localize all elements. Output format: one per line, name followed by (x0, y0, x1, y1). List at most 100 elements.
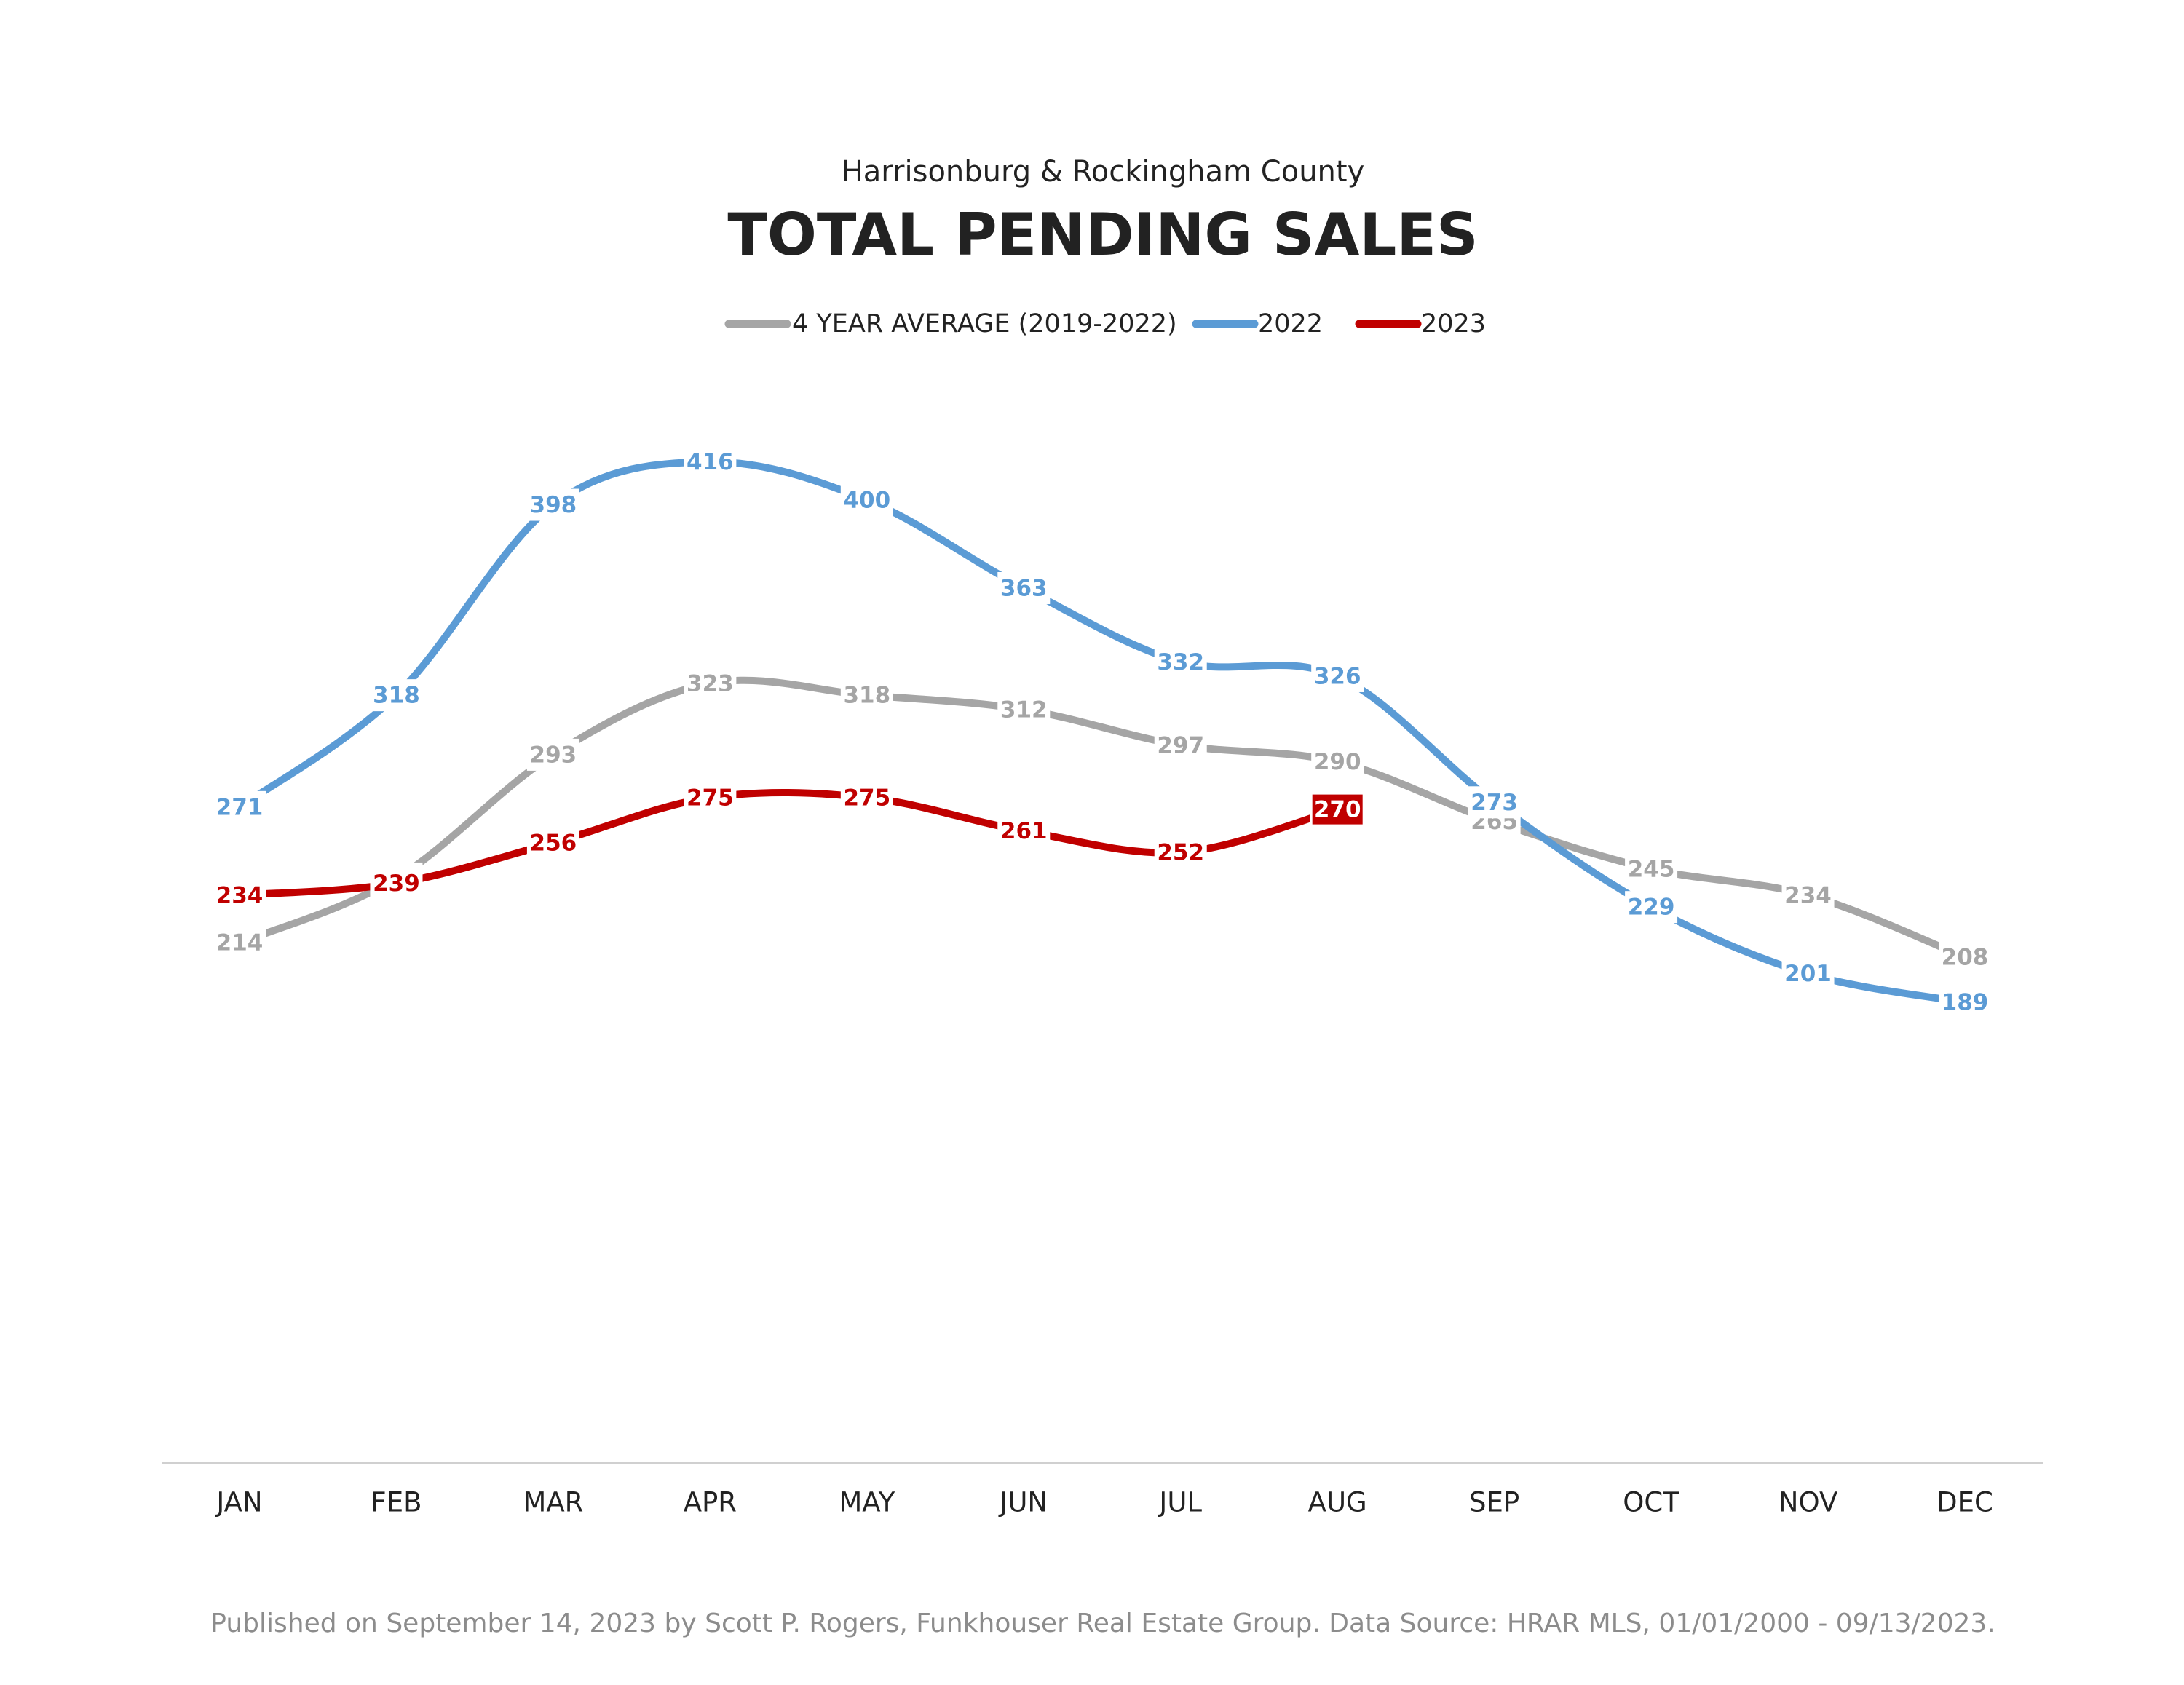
chart-title: TOTAL PENDING SALES (727, 201, 1478, 269)
data-label-bg (997, 814, 1051, 847)
data-label-group: 234 (213, 879, 266, 911)
data-label-group: 290 (1311, 745, 1364, 778)
data-label-bg (1311, 659, 1364, 692)
legend-label: 2023 (1421, 309, 1486, 338)
legend-label: 2022 (1258, 309, 1323, 338)
data-label: 256 (530, 830, 577, 856)
data-label: 201 (1784, 961, 1832, 987)
data-label-bg (526, 826, 579, 859)
data-label-group: 214 (213, 927, 266, 959)
x-tick-label: SEP (1469, 1487, 1519, 1518)
data-label-group: 229 (1625, 891, 1678, 924)
data-label-bg (1939, 986, 1991, 1018)
data-label-bg (1781, 879, 1835, 911)
legend-label: 4 YEAR AVERAGE (2019-2022) (792, 309, 1177, 338)
data-label-group: 400 (840, 484, 893, 516)
x-tick-label: DEC (1936, 1487, 1993, 1518)
data-label-group: 201 (1781, 957, 1835, 990)
x-tick-label: NOV (1779, 1487, 1837, 1518)
data-label-bg (684, 781, 737, 814)
data-label: 270 (1314, 797, 1361, 823)
data-label-group: 318 (370, 679, 423, 712)
data-label: 326 (1314, 663, 1361, 689)
data-label: 297 (1157, 732, 1204, 758)
data-label-bg (997, 693, 1051, 726)
footer: Published on September 14, 2023 by Scott… (210, 1609, 1995, 1638)
data-label: 275 (843, 785, 890, 811)
data-label-bg (684, 445, 737, 478)
data-label: 271 (216, 794, 264, 820)
data-label-group: 416 (684, 445, 737, 478)
x-tick-label: APR (684, 1487, 737, 1518)
data-label-group: 270 (1310, 792, 1365, 827)
data-label-group: 245 (1625, 852, 1678, 885)
x-tick-label: JAN (215, 1487, 262, 1518)
data-label-bg (213, 879, 266, 911)
data-label-group: 312 (997, 693, 1051, 726)
data-label-group: 239 (370, 867, 423, 900)
data-label: 234 (216, 882, 264, 908)
data-label-group: 332 (1154, 646, 1207, 678)
data-label-bg (1939, 940, 1991, 973)
data-label-group: 297 (1154, 729, 1207, 761)
data-label-bg (1468, 786, 1521, 819)
data-label-group: 326 (1311, 659, 1364, 692)
data-label-bg (1154, 646, 1207, 678)
data-label-group: 293 (526, 738, 579, 771)
data-label-group: 318 (840, 679, 893, 712)
data-label-bg (997, 571, 1051, 604)
data-label: 229 (1628, 895, 1675, 921)
data-label: 275 (687, 785, 734, 811)
data-label-bg (1625, 852, 1678, 885)
data-label: 234 (1784, 882, 1832, 908)
data-label: 293 (530, 742, 577, 768)
labels: 2142412933233183122972902652452342082713… (213, 445, 1991, 1018)
data-label-bg (526, 738, 579, 771)
data-label-group: 208 (1939, 940, 1991, 973)
data-label: 318 (373, 683, 420, 709)
data-label: 239 (373, 871, 420, 897)
data-label: 398 (530, 492, 577, 518)
data-label-group: 256 (526, 826, 579, 859)
data-label-group: 273 (1468, 786, 1521, 819)
data-label: 332 (1157, 649, 1204, 675)
x-tick-label: FEB (371, 1487, 422, 1518)
data-label-bg (370, 679, 423, 712)
data-label: 245 (1628, 856, 1675, 882)
data-label-group: 261 (997, 814, 1051, 847)
data-label: 416 (687, 449, 734, 475)
highlight-box (1310, 792, 1365, 827)
data-label-group: 363 (997, 571, 1051, 604)
data-label-bg (1311, 745, 1364, 778)
data-label-bg (1781, 957, 1835, 990)
data-label: 323 (687, 670, 734, 697)
lines (236, 458, 1969, 1006)
x-tick-label: MAR (523, 1487, 583, 1518)
data-label: 400 (843, 488, 890, 514)
data-label: 363 (1000, 575, 1048, 601)
x-tick-label: AUG (1308, 1487, 1367, 1518)
data-label-group: 398 (526, 488, 579, 521)
data-label-bg (840, 781, 893, 814)
data-label: 214 (216, 930, 264, 956)
data-label-group: 275 (684, 781, 737, 814)
data-label: 208 (1942, 944, 1989, 970)
x-tick-label: OCT (1623, 1487, 1679, 1518)
data-label-group: 271 (213, 790, 266, 823)
data-label: 312 (1000, 697, 1048, 723)
data-label: 252 (1157, 839, 1204, 865)
x-tick-label: MAY (839, 1487, 895, 1518)
data-label-bg (840, 484, 893, 516)
data-label-bg (370, 867, 423, 900)
data-label-group: 323 (684, 667, 737, 699)
series-line (236, 458, 1969, 1006)
data-label: 318 (843, 683, 890, 709)
data-label: 189 (1942, 989, 1989, 1015)
x-tick-label: JUN (998, 1487, 1048, 1518)
series-line (236, 676, 1969, 961)
data-label-bg (840, 679, 893, 712)
data-label-group: 189 (1939, 986, 1991, 1018)
data-label-bg (684, 667, 737, 699)
data-label-bg (1625, 891, 1678, 924)
